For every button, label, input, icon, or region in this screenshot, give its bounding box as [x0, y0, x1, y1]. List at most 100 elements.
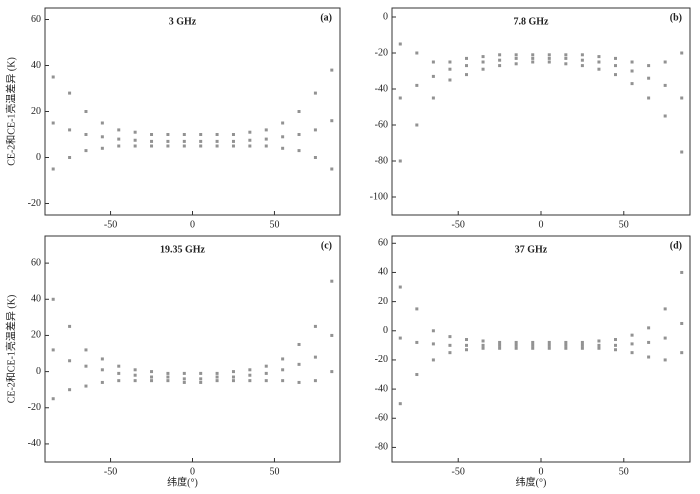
- point: [531, 343, 535, 347]
- point: [614, 73, 617, 77]
- point: [398, 336, 402, 340]
- point: [431, 96, 435, 100]
- point: [248, 373, 252, 377]
- point: [531, 340, 535, 344]
- point: [199, 144, 203, 148]
- point: [248, 130, 252, 134]
- y-tick-label: 60: [31, 14, 41, 25]
- point: [398, 96, 402, 100]
- x-axis-label: 纬度(°): [516, 475, 547, 488]
- point: [481, 67, 485, 71]
- point: [68, 156, 72, 159]
- point: [597, 55, 601, 59]
- point: [680, 51, 684, 55]
- point: [150, 133, 154, 136]
- point: [448, 67, 452, 71]
- point: [465, 338, 468, 342]
- point: [313, 379, 317, 383]
- point: [647, 355, 651, 359]
- point: [133, 130, 137, 134]
- panel-label: (c): [321, 240, 332, 251]
- point: [248, 368, 252, 372]
- point: [415, 83, 419, 87]
- point: [150, 139, 154, 143]
- point: [51, 348, 55, 352]
- point: [182, 380, 186, 384]
- y-tick-label: 40: [31, 294, 41, 305]
- y-tick-label: -80: [375, 442, 388, 453]
- point: [133, 368, 137, 372]
- point: [580, 346, 584, 350]
- x-tick-label: 50: [619, 466, 629, 477]
- plot-frame: [391, 235, 691, 463]
- point: [448, 343, 452, 347]
- point: [166, 139, 170, 143]
- point: [330, 333, 334, 337]
- point: [150, 144, 154, 148]
- point: [248, 138, 252, 142]
- point: [614, 56, 617, 60]
- point: [465, 64, 468, 68]
- point: [313, 355, 317, 359]
- y-tick-label: 0: [36, 152, 41, 163]
- y-tick-label: 40: [31, 60, 41, 71]
- point: [182, 377, 186, 381]
- y-tick-label: -60: [375, 119, 388, 130]
- point: [231, 370, 235, 374]
- point: [215, 144, 219, 148]
- point: [281, 379, 285, 383]
- point: [647, 96, 651, 100]
- point: [117, 144, 121, 148]
- point: [531, 56, 535, 60]
- point: [264, 364, 268, 368]
- point: [663, 307, 667, 311]
- point: [264, 379, 268, 383]
- point: [281, 146, 285, 150]
- point: [330, 167, 334, 171]
- point: [431, 329, 435, 333]
- y-tick-label: -20: [28, 402, 41, 413]
- y-tick-label: -40: [375, 383, 388, 394]
- point: [330, 119, 334, 123]
- plot-frame: [391, 7, 691, 216]
- point: [531, 60, 535, 64]
- point: [448, 351, 452, 355]
- y-tick-label: 20: [31, 106, 41, 117]
- point: [297, 110, 301, 113]
- y-axis-label: CE-2和CE-1亮温差异 (K): [4, 57, 17, 166]
- point: [448, 60, 452, 64]
- point: [199, 133, 203, 136]
- point: [514, 343, 518, 347]
- point: [84, 133, 88, 136]
- point: [564, 343, 568, 347]
- point: [630, 69, 634, 73]
- point: [431, 60, 435, 64]
- point: [281, 357, 285, 361]
- point: [481, 339, 485, 343]
- point: [133, 138, 137, 142]
- panel-title: 37 GHz: [515, 244, 548, 255]
- point: [580, 340, 584, 344]
- point: [663, 358, 667, 362]
- point: [231, 375, 235, 379]
- point: [431, 342, 435, 346]
- point: [564, 53, 568, 57]
- point: [514, 346, 518, 350]
- point: [514, 53, 518, 57]
- point: [614, 64, 617, 68]
- point: [215, 139, 219, 143]
- point: [231, 133, 235, 136]
- panel-title: 3 GHz: [169, 16, 197, 27]
- x-tick-label: 50: [269, 219, 279, 230]
- point: [498, 53, 502, 57]
- point: [231, 144, 235, 148]
- y-tick-label: -20: [375, 354, 388, 365]
- point: [117, 137, 121, 141]
- point: [630, 82, 634, 86]
- point: [84, 348, 88, 352]
- point: [297, 149, 301, 153]
- point: [580, 343, 584, 347]
- point: [597, 346, 601, 350]
- y-tick-label: -100: [370, 191, 388, 202]
- point: [264, 128, 268, 132]
